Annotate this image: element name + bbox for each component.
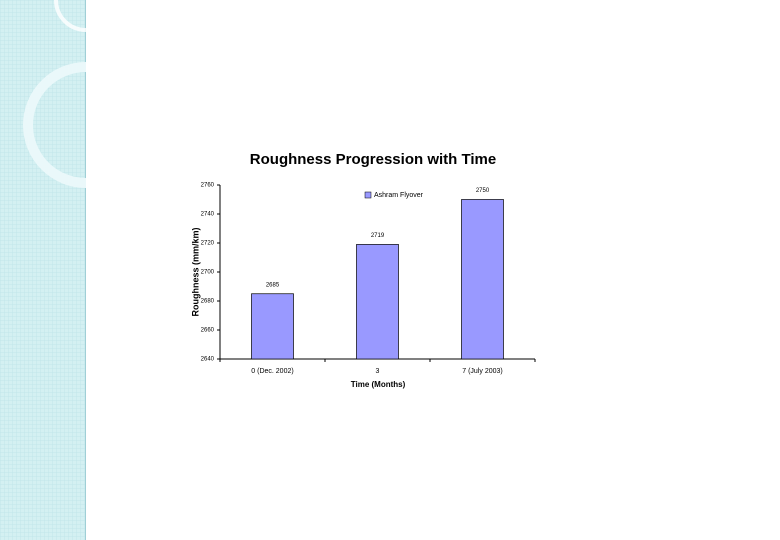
legend-swatch [364,191,372,199]
y-tick-label: 2640 [201,357,215,363]
x-tick-label: 0 (Dec. 2002) [251,368,293,375]
data-label: 2719 [371,233,385,239]
y-tick-label: 2760 [201,183,215,189]
y-tick-label: 2660 [201,328,215,334]
data-label: 2685 [266,282,280,288]
y-axis-label: Roughness (mm/km) [190,227,200,316]
x-axis-label: Time (Months) [351,380,406,389]
bar [356,244,399,360]
slide-body [86,0,780,540]
x-tick-label: 7 (July 2003) [462,368,502,375]
chart-title: Roughness Progression with Time [250,151,496,168]
y-tick-label: 2680 [201,299,215,305]
bar [461,199,504,360]
data-label: 2750 [476,188,490,194]
y-tick-label: 2740 [201,212,215,218]
legend-label: Ashram Flyover [374,192,424,199]
y-tick-label: 2700 [201,270,215,276]
x-tick-label: 3 [376,368,380,375]
y-tick-label: 2720 [201,241,215,247]
bar [251,293,294,360]
